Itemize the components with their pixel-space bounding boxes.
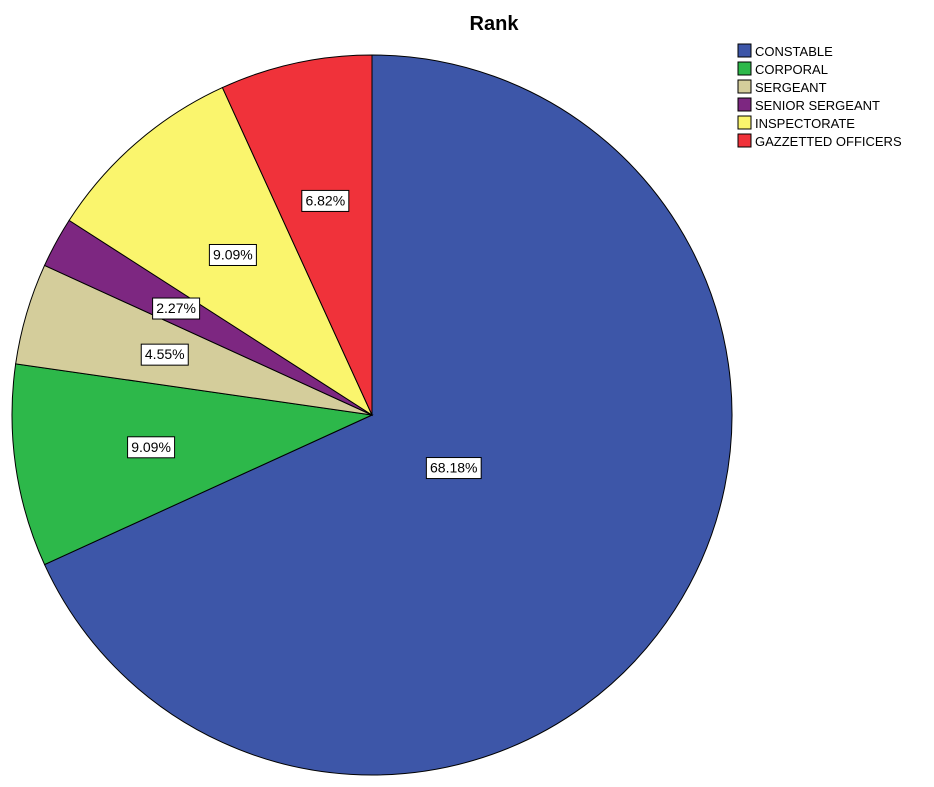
legend-item-senior-sergeant: SENIOR SERGEANT (737, 97, 880, 113)
legend-swatch (737, 43, 752, 58)
data-label-text: 68.18% (430, 460, 477, 476)
legend-label: INSPECTORATE (755, 116, 855, 131)
legend-item-sergeant: SERGEANT (737, 79, 827, 95)
legend-swatch (737, 115, 752, 130)
legend-label: SENIOR SERGEANT (755, 98, 880, 113)
pie-slice-corporal (11, 363, 374, 566)
legend-label: GAZZETTED OFFICERS (755, 134, 902, 149)
legend-label: CONSTABLE (755, 44, 833, 59)
legend-item-constable: CONSTABLE (737, 43, 833, 59)
data-label-text: 6.82% (305, 192, 345, 208)
legend-swatch (737, 97, 752, 112)
legend-swatch (737, 133, 752, 148)
pie-data-labels: 68.18% 9.09% 4.55% 2.27% 9.09% 6.82% (127, 189, 482, 480)
pie-slice-constable (43, 54, 733, 776)
data-label-box (208, 243, 257, 266)
legend-swatch (737, 79, 752, 94)
data-label-box (127, 436, 176, 459)
data-label-text: 4.55% (145, 346, 185, 362)
legend-label: CORPORAL (755, 62, 828, 77)
legend-item-gazzetted-officers: GAZZETTED OFFICERS (737, 133, 902, 149)
legend-swatch (737, 61, 752, 76)
data-label-gazzetted-officers: 6.82% (301, 189, 350, 212)
data-label-box (140, 343, 189, 366)
data-label-text: 9.09% (213, 246, 253, 262)
legend-item-inspectorate: INSPECTORATE (737, 115, 855, 131)
data-label-text: 9.09% (131, 439, 171, 455)
data-label-constable: 68.18% (425, 457, 482, 480)
pie-slice-gazzetted-officers (221, 54, 373, 416)
data-label-box (301, 189, 350, 212)
data-label-inspectorate: 9.09% (208, 243, 257, 266)
pie-slices (11, 54, 733, 776)
data-label-senior-sergeant: 2.27% (152, 297, 201, 320)
legend: CONSTABLE CORPORAL SERGEANT SENIOR SERGEANT… (737, 43, 902, 149)
data-label-corporal: 9.09% (127, 436, 176, 459)
data-label-box (425, 457, 482, 480)
data-label-box (152, 297, 201, 320)
legend-label: SERGEANT (755, 80, 827, 95)
data-label-text: 2.27% (156, 300, 196, 316)
chart-title: Rank (470, 13, 520, 35)
legend-item-corporal: CORPORAL (737, 61, 828, 77)
data-label-sergeant: 4.55% (140, 343, 189, 366)
